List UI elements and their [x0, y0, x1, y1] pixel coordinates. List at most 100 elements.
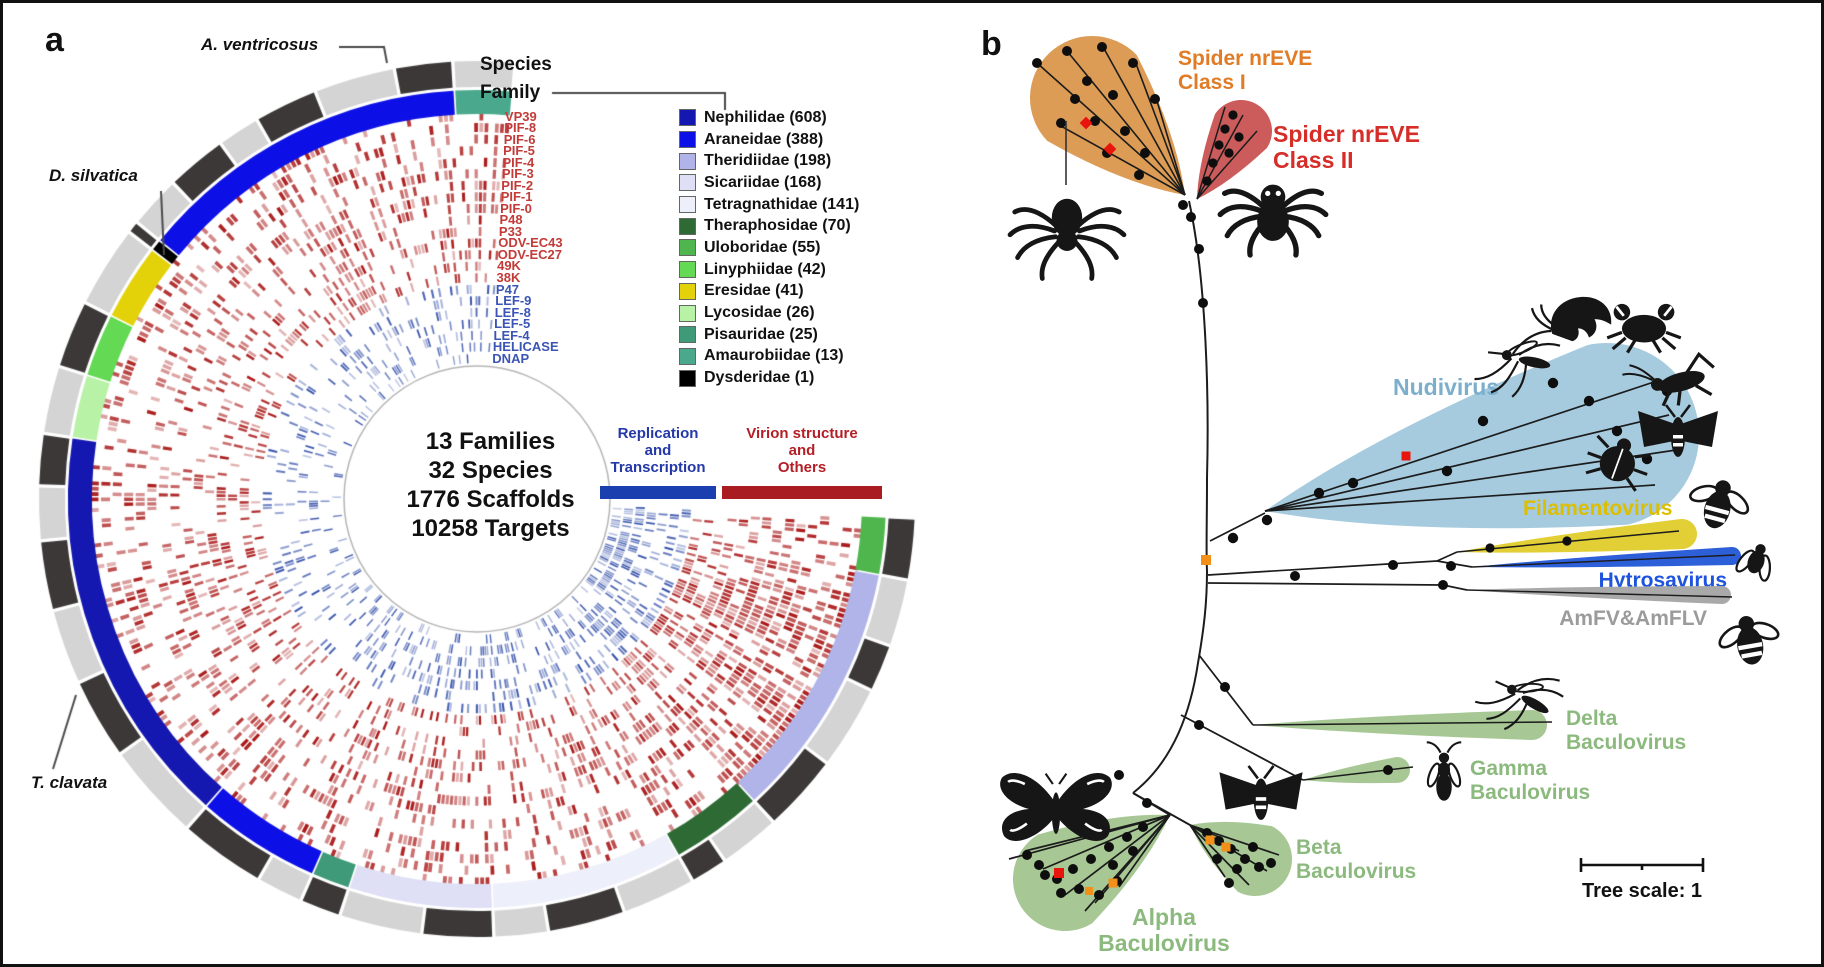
- callout-t-clavata: T. clavata: [31, 773, 108, 792]
- clade-label-filam: Filamentovirus: [1523, 497, 1672, 520]
- legend-swatch: [679, 347, 696, 365]
- legend-label: Tetragnathidae (141): [704, 195, 860, 213]
- legend-label: Uloboridae (55): [704, 238, 821, 256]
- virion-group-bar: [722, 486, 882, 499]
- transition-mark: [1108, 878, 1118, 888]
- tree-branch: [1207, 560, 1438, 576]
- gene-track-label-vp39: VP39: [504, 108, 537, 124]
- support-node-dot: [1108, 860, 1118, 870]
- support-node-dot: [1032, 58, 1042, 68]
- support-node-dot: [1232, 864, 1242, 874]
- tree-branch: [1196, 106, 1226, 200]
- legend-item-theridiidae: Theridiidae (198): [679, 150, 859, 172]
- tree-branch: [1302, 766, 1414, 781]
- legend-label: Sicariidae (168): [704, 173, 822, 191]
- legend-label: Amaurobiidae (13): [704, 347, 844, 365]
- beetle-icon: [1585, 434, 1651, 492]
- support-node-dot: [1022, 850, 1032, 860]
- legend-label: Nephilidae (608): [704, 108, 827, 126]
- transition-mark: [1085, 887, 1093, 895]
- support-node-dot: [1040, 870, 1050, 880]
- support-node-dot: [1313, 487, 1325, 499]
- tree-branch: [1264, 484, 1656, 512]
- gene-track-label-38k: 38K: [496, 270, 521, 285]
- legend-item-nephilidae: Nephilidae (608): [679, 107, 859, 129]
- support-node-dot: [1388, 560, 1398, 570]
- support-node-dot: [1134, 170, 1144, 180]
- gene-track-label-lef-4: LEF-4: [493, 327, 530, 343]
- support-node-dot: [1128, 58, 1138, 68]
- tree-branch: [1189, 824, 1226, 878]
- support-node-dot: [1056, 118, 1066, 128]
- legend-label: Lycosidae (26): [704, 304, 815, 322]
- clade-label-alpha: Alpha: [1132, 904, 1196, 930]
- support-node-dot: [1208, 158, 1218, 168]
- tree-branch: [1118, 814, 1171, 888]
- center-stats: 13 Families 32 Species 1776 Scaffolds 10…: [368, 427, 613, 543]
- support-node-dot: [1441, 465, 1453, 477]
- hanging-spider-icon: [1007, 198, 1127, 281]
- stat-species: 32 Species: [428, 457, 553, 484]
- support-node-dot: [1227, 532, 1239, 544]
- tree-branch: [1042, 814, 1171, 870]
- gene-track-label-pif-6: PIF-6: [503, 131, 536, 147]
- support-node-dot: [1611, 425, 1623, 437]
- stat-scaffolds: 1776 Scaffolds: [406, 486, 575, 513]
- jumping-spider-icon: [1217, 184, 1329, 258]
- support-node-dot: [1094, 890, 1104, 900]
- support-node-dot: [1140, 148, 1150, 158]
- clade-blob-nreve2: [1197, 100, 1272, 199]
- gene-track-label-pif-1: PIF-1: [500, 189, 533, 205]
- support-node-dot: [1214, 140, 1224, 150]
- gene-track-label-p48: P48: [499, 212, 523, 228]
- legend-item-lycosidae: Lycosidae (26): [679, 302, 859, 324]
- support-node-dot: [1108, 90, 1118, 100]
- legend-item-linyphiidae: Linyphiidae (42): [679, 259, 859, 281]
- support-node-dot: [1178, 200, 1188, 210]
- phylogenetic-tree-panel: Spider nrEVE Class I Spider nrEVE Class II N…: [967, 3, 1821, 964]
- legend-label: Eresidae (41): [704, 282, 804, 300]
- support-node-dot: [1194, 244, 1204, 254]
- support-node-dot: [1446, 561, 1456, 571]
- tree-branch: [1156, 100, 1186, 196]
- gene-track-label-pif-2: PIF-2: [501, 177, 534, 193]
- transition-mark: [1401, 451, 1411, 461]
- stat-families: 13 Families: [425, 428, 556, 455]
- legend-label: Theraphosidae (70): [704, 217, 851, 235]
- wasp-icon: [1426, 741, 1462, 801]
- tree-branch: [1196, 114, 1244, 200]
- legend-swatch: [679, 261, 696, 279]
- legend-swatch: [679, 304, 696, 322]
- support-node-dot: [1097, 42, 1107, 52]
- transition-mark: [1054, 868, 1064, 878]
- support-node-dot: [1562, 536, 1572, 546]
- clade-blob-hytro: [1472, 546, 1742, 568]
- gene-track-label-lef-5: LEF-5: [494, 316, 531, 332]
- clade-label-beta: Baculovirus: [1296, 860, 1416, 883]
- support-node-dot: [1438, 580, 1448, 590]
- panel-b-label: b: [981, 25, 1002, 63]
- support-node-dot: [1104, 842, 1114, 852]
- clade-label-gamma: Gamma: [1470, 757, 1547, 780]
- support-node-dot: [1212, 854, 1222, 864]
- support-node-dot: [1202, 176, 1212, 186]
- clade-blob-gamma: [1303, 756, 1411, 784]
- support-node-dot: [1290, 571, 1300, 581]
- legend-swatch: [679, 109, 696, 127]
- support-node-dot: [1122, 832, 1132, 842]
- crab-icon: [1606, 303, 1682, 354]
- clade-blob-delta: [1253, 710, 1547, 740]
- tree-branch: [1058, 124, 1186, 196]
- mosquito-icon: [1474, 677, 1564, 731]
- support-node-dot: [1186, 212, 1196, 222]
- support-node-dot: [1142, 798, 1152, 808]
- fly-icon: [1735, 544, 1772, 582]
- support-node-dot: [1074, 884, 1084, 894]
- tree-branch: [1134, 60, 1186, 196]
- legend-swatch: [679, 131, 696, 149]
- support-node-dot: [1224, 878, 1234, 888]
- tree-scale-label: Tree scale: 1: [1582, 880, 1702, 902]
- legend-swatch: [679, 326, 696, 344]
- tree-branch: [1036, 62, 1186, 196]
- clade-blob-amfv: [1467, 586, 1731, 605]
